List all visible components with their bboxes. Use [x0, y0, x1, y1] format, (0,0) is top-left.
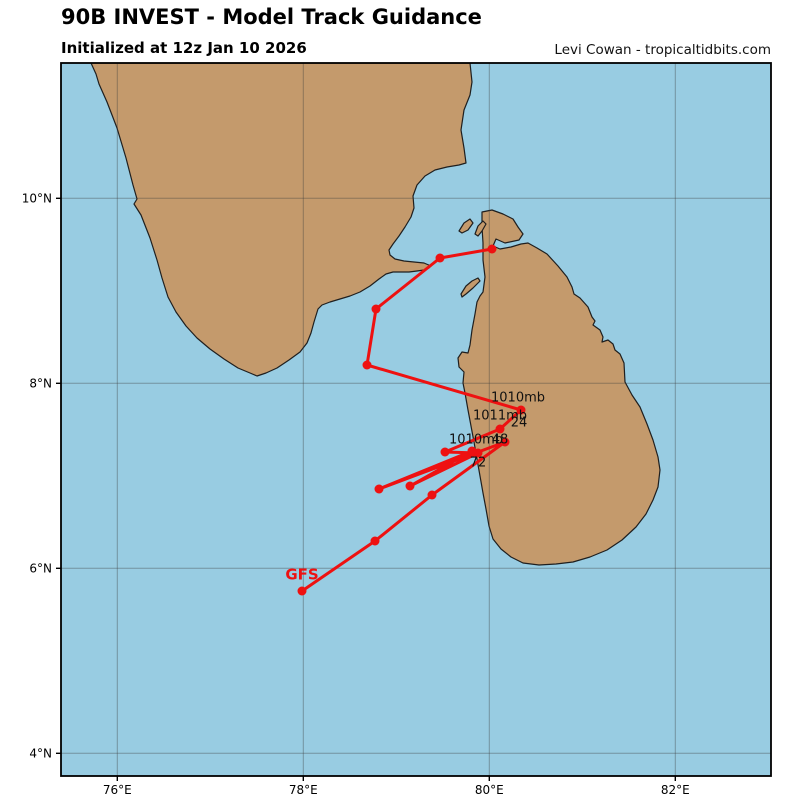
track-point — [516, 405, 526, 415]
plot-border — [60, 62, 772, 777]
track-point — [467, 446, 477, 456]
model-name-label: GFS — [285, 566, 318, 584]
small-island — [460, 277, 481, 298]
track-label: 48 — [492, 433, 509, 448]
track-label: 1010mb — [449, 433, 503, 448]
track-point — [427, 490, 437, 500]
credit-label: Levi Cowan - tropicaltidbits.com — [554, 42, 771, 58]
page-title: 90B INVEST - Model Track Guidance — [61, 5, 482, 29]
y-tick-label: 8°N — [29, 376, 52, 390]
x-tick-label: 78°E — [289, 783, 318, 797]
small-island — [458, 218, 474, 234]
track-point — [440, 447, 450, 457]
track-point — [374, 484, 384, 494]
track-point — [405, 481, 415, 491]
track-point — [487, 244, 497, 254]
init-time-label: Initialized at 12z Jan 10 2026 — [61, 39, 307, 57]
track-label: 72 — [470, 456, 487, 471]
y-tick-label: 6°N — [29, 561, 52, 575]
small-island — [474, 220, 487, 237]
track-point — [370, 536, 380, 546]
track-point — [500, 437, 510, 447]
track-point — [495, 424, 505, 434]
track-label: 24 — [511, 416, 528, 431]
sri-lanka-landmass — [457, 209, 661, 566]
india-landmass — [90, 63, 473, 377]
x-tick-label: 76°E — [103, 783, 132, 797]
y-tick-label: 10°N — [22, 191, 52, 205]
track-point — [297, 586, 307, 596]
track-point — [371, 304, 381, 314]
y-tick-label: 4°N — [29, 746, 52, 760]
track-point — [362, 360, 372, 370]
x-tick-label: 82°E — [661, 783, 690, 797]
track-label: 1010mb — [491, 391, 545, 406]
x-tick-label: 80°E — [475, 783, 504, 797]
track-label: 1011mb — [473, 409, 527, 424]
track-point — [435, 253, 445, 263]
